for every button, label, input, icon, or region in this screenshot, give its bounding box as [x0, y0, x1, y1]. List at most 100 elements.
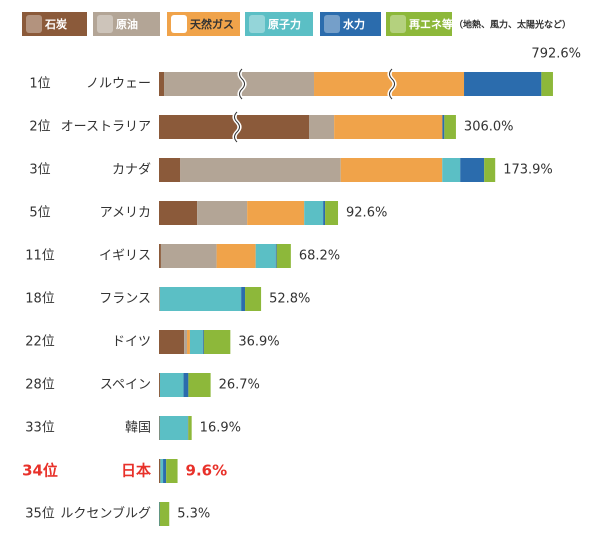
bar-segment: [189, 330, 203, 354]
bar-segment: [245, 287, 262, 311]
category-label: ドイツ: [112, 335, 151, 350]
legend-swatch: [245, 12, 313, 36]
legend-icon: [249, 15, 265, 33]
legend-item: 石炭: [22, 12, 87, 36]
value-label: 16.9%: [200, 421, 241, 436]
rank-label: 2位: [29, 120, 50, 135]
bar-segment: [304, 201, 324, 225]
bar-segment: [159, 287, 242, 311]
bar-segment: [340, 158, 443, 182]
bar-segment: [159, 373, 160, 397]
bar-segment: [159, 373, 184, 397]
bar-segment: [323, 201, 326, 225]
bar-segment: [163, 459, 167, 483]
rank-label: 3位: [29, 163, 50, 178]
bar-segment: [247, 201, 305, 225]
category-label: オーストラリア: [61, 120, 151, 135]
bar-segment: [309, 115, 335, 139]
rank-label: 18位: [25, 292, 55, 307]
bar-segment: [216, 244, 256, 268]
bar-segment: [325, 201, 339, 225]
bar-segment: [187, 330, 190, 354]
bar-segment: [241, 287, 246, 311]
legend-label: 原油: [116, 17, 138, 31]
bar-segment: [203, 330, 231, 354]
legend-label: 石炭: [44, 17, 67, 31]
legend-icon: [171, 15, 187, 33]
legend-label: 水力: [343, 17, 365, 31]
category-label: ノルウェー: [86, 77, 151, 92]
value-label: 36.9%: [238, 335, 279, 350]
bar-segment: [442, 158, 461, 182]
category-label: 日本: [121, 462, 151, 480]
rank-label: 33位: [25, 421, 55, 436]
bar-segment: [159, 72, 165, 96]
rank-label: 11位: [25, 249, 55, 264]
legend-swatch: [22, 12, 87, 36]
rank-label: 1位: [29, 77, 50, 92]
legend-item: 水力: [320, 12, 381, 36]
category-label: アメリカ: [100, 206, 151, 221]
legend-label: 再エネ等: [409, 17, 453, 31]
legend-item: 再エネ等: [386, 12, 453, 36]
value-label: 173.9%: [503, 163, 553, 178]
legend-swatch: [386, 12, 452, 36]
legend-item: 原油: [93, 12, 160, 36]
bar-segment: [159, 244, 161, 268]
value-label: 306.0%: [464, 120, 514, 135]
legend-icon: [97, 15, 113, 33]
category-label: イギリス: [99, 249, 151, 264]
bar-segment: [159, 416, 160, 440]
bar-segment: [159, 330, 185, 354]
bar-segment: [188, 373, 211, 397]
rank-label: 34位: [22, 462, 58, 480]
rank-label: 22位: [25, 335, 55, 350]
legend-icon: [324, 15, 340, 33]
bar-segment: [275, 244, 277, 268]
value-label: 52.8%: [269, 292, 310, 307]
axis-break-line: [234, 111, 240, 143]
bar-segment: [159, 459, 161, 483]
bar-segment: [180, 158, 341, 182]
value-label: 9.6%: [186, 462, 228, 480]
bar-segment: [202, 330, 204, 354]
axis-break-line: [389, 68, 396, 100]
bar-segment: [183, 373, 189, 397]
legend-swatch: [320, 12, 381, 36]
category-label: スペイン: [100, 378, 151, 393]
value-label: 68.2%: [299, 249, 340, 264]
bar-segment: [160, 459, 164, 483]
bar-segment: [484, 158, 496, 182]
rank-label: 5位: [29, 206, 50, 221]
legend-label: 天然ガス: [190, 17, 234, 31]
category-label: カナダ: [112, 163, 151, 178]
bar-segment: [159, 158, 181, 182]
legend-note: （地熱、風力、太陽光など）: [454, 19, 571, 31]
bar-segment: [541, 72, 553, 96]
legend-item: 原子力: [245, 12, 313, 36]
bar-segment: [460, 158, 485, 182]
legend-item: 天然ガス: [167, 12, 240, 36]
bar-segment: [159, 502, 160, 526]
axis-break-line: [239, 68, 246, 100]
category-label: 韓国: [125, 421, 151, 436]
bar-segment: [159, 416, 188, 440]
bar-segment: [334, 115, 443, 139]
bar-segment: [166, 459, 178, 483]
value-label: 792.6%: [531, 47, 581, 62]
rank-label: 28位: [25, 378, 55, 393]
legend-icon: [26, 15, 42, 33]
value-label: 5.3%: [177, 507, 210, 522]
bar-segment: [255, 244, 276, 268]
category-label: ルクセンブルグ: [60, 506, 151, 522]
bar-segment: [160, 244, 217, 268]
bar-segment: [276, 244, 291, 268]
rank-label: 35位: [25, 507, 55, 522]
bar-segment: [444, 115, 456, 139]
bar-segment: [159, 287, 160, 311]
legend-swatch: [93, 12, 160, 36]
legend-label: 原子力: [268, 17, 301, 31]
bar-segment: [464, 72, 542, 96]
category-label: フランス: [99, 292, 151, 307]
